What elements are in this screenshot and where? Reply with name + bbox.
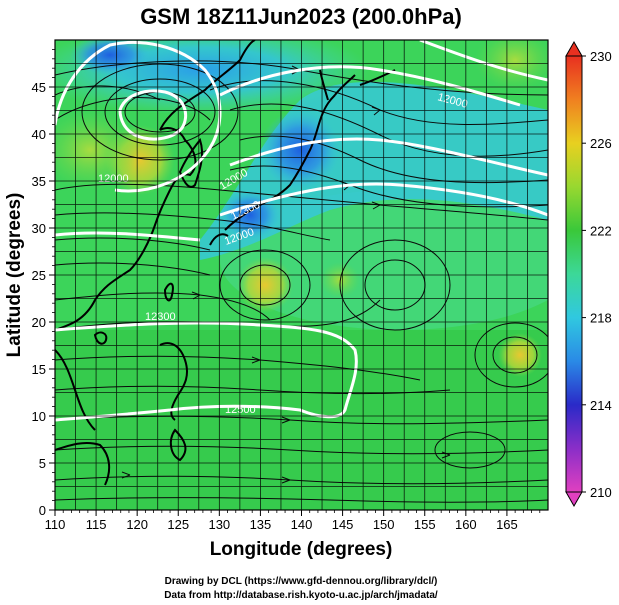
y-tick-label: 0 (39, 503, 46, 518)
x-tick-label: 160 (455, 517, 477, 532)
y-tick-label: 5 (39, 456, 46, 471)
credit-drawing: Drawing by DCL (https://www.gfd-dennou.o… (165, 576, 438, 587)
colorbar-tick-label: 230 (590, 49, 612, 64)
colorbar-ticks: 210 214 218 222 226 230 (582, 49, 612, 500)
y-tick-label: 20 (32, 315, 46, 330)
y-tick-label: 40 (32, 127, 46, 142)
y-tick-label: 15 (32, 362, 46, 377)
colorbar-tick-label: 210 (590, 485, 612, 500)
y-tick-label: 30 (32, 221, 46, 236)
x-tick-label: 135 (250, 517, 272, 532)
colorbar: 210 214 218 222 226 230 (565, 40, 612, 508)
x-tick-label: 115 (86, 517, 107, 532)
plot-area: 12000 12000 12000 12300 12000 12300 1250… (55, 40, 548, 510)
colorbar-bottom-arrow (565, 491, 583, 508)
cold-blue-region-3 (70, 40, 150, 75)
warm-green-region-2 (475, 40, 548, 90)
x-tick-label: 145 (332, 517, 354, 532)
x-axis-label: Longitude (degrees) (210, 539, 393, 560)
y-tick-label: 10 (32, 409, 46, 424)
contour-label: 12000 (98, 173, 129, 185)
colorbar-tick-label: 218 (590, 311, 612, 326)
colorbar-tick-label: 226 (590, 136, 612, 151)
x-tick-label: 130 (208, 517, 230, 532)
colorbar-top-arrow (565, 40, 583, 57)
lat-lon-grid (55, 40, 548, 510)
warm-yellow-region-2 (237, 257, 293, 313)
x-tick-label: 165 (496, 517, 518, 532)
credit-data: Data from http://database.rish.kyoto-u.a… (164, 590, 438, 601)
x-tick-label: 150 (373, 517, 395, 532)
x-axis: 110 115 120 125 130 135 140 145 150 155 160 165 (45, 510, 541, 532)
x-tick-label: 110 (45, 517, 66, 532)
contour-label: 12500 (225, 404, 256, 416)
y-tick-label: 25 (32, 268, 46, 283)
height-contours (55, 40, 548, 422)
x-tick-label: 140 (291, 517, 313, 532)
warm-green-region-1 (55, 110, 140, 190)
y-tick-label: 35 (32, 174, 46, 189)
y-axis: 0 5 10 15 20 25 30 35 40 45 (32, 49, 55, 518)
cold-blue-region-1 (260, 110, 340, 190)
y-tick-label: 45 (32, 80, 46, 95)
coastlines (55, 40, 396, 486)
contour-label: 12300 (145, 311, 176, 323)
x-tick-label: 155 (414, 517, 436, 532)
x-tick-label: 120 (126, 517, 148, 532)
x-tick-label: 125 (167, 517, 189, 532)
y-axis-label: Latitude (degrees) (4, 193, 25, 358)
warm-yellow-region-3 (498, 333, 542, 377)
colorbar-tick-label: 222 (590, 223, 612, 238)
colorbar-gradient (565, 55, 583, 493)
chart-title: GSM 18Z11Jun2023 (200.0hPa) (140, 4, 462, 29)
colorbar-tick-label: 214 (590, 398, 612, 413)
